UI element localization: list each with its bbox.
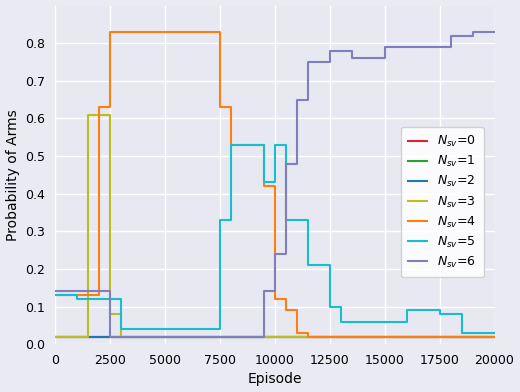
$N_{sv}$=4 <box>293 330 300 335</box>
$N_{sv}$=5 <box>327 304 333 309</box>
$N_{sv}$=3 <box>107 312 113 316</box>
$N_{sv}$=5 <box>382 319 388 324</box>
$N_{sv}$=3 <box>96 113 102 117</box>
$N_{sv}$=5 <box>491 330 498 335</box>
$N_{sv}$=4 <box>261 184 267 189</box>
$N_{sv}$=4 <box>228 142 234 147</box>
$N_{sv}$=4 <box>107 29 113 34</box>
$N_{sv}$=4 <box>271 297 278 301</box>
$N_{sv}$=4 <box>282 308 289 313</box>
$N_{sv}$=4 <box>491 334 498 339</box>
$N_{sv}$=5 <box>404 308 410 313</box>
$N_{sv}$=3 <box>491 334 498 339</box>
$N_{sv}$=5 <box>282 218 289 222</box>
$N_{sv}$=5 <box>228 142 234 147</box>
$N_{sv}$=6 <box>282 161 289 166</box>
$N_{sv}$=6 <box>348 56 355 61</box>
X-axis label: Episode: Episode <box>248 372 302 387</box>
$N_{sv}$=4 <box>74 293 80 298</box>
$N_{sv}$=5 <box>217 218 223 222</box>
$N_{sv}$=4 <box>96 105 102 109</box>
$N_{sv}$=6 <box>491 29 498 34</box>
$N_{sv}$=6 <box>51 289 58 294</box>
$N_{sv}$=6 <box>305 60 311 64</box>
$N_{sv}$=6 <box>74 289 80 294</box>
$N_{sv}$=4 <box>305 334 311 339</box>
$N_{sv}$=6 <box>327 48 333 53</box>
$N_{sv}$=5 <box>74 297 80 301</box>
$N_{sv}$=5 <box>305 263 311 267</box>
$N_{sv}$=6 <box>382 45 388 49</box>
$N_{sv}$=6 <box>293 97 300 102</box>
Legend: $N_{sv}$=0, $N_{sv}$=1, $N_{sv}$=2, $N_{sv}$=3, $N_{sv}$=4, $N_{sv}$=5, $N_{sv}$: $N_{sv}$=0, $N_{sv}$=1, $N_{sv}$=2, $N_{… <box>401 127 484 277</box>
$N_{sv}$=4 <box>151 29 157 34</box>
$N_{sv}$=5 <box>51 293 58 298</box>
$N_{sv}$=3 <box>51 334 58 339</box>
$N_{sv}$=6 <box>250 334 256 339</box>
Y-axis label: Probability of Arms: Probability of Arms <box>6 109 20 241</box>
$N_{sv}$=5 <box>250 142 256 147</box>
$N_{sv}$=4 <box>51 293 58 298</box>
$N_{sv}$=5 <box>261 180 267 185</box>
$N_{sv}$=6 <box>271 252 278 256</box>
$N_{sv}$=5 <box>459 330 465 335</box>
$N_{sv}$=5 <box>436 312 443 316</box>
$N_{sv}$=5 <box>194 327 201 332</box>
$N_{sv}$=4 <box>217 105 223 109</box>
Line: $N_{sv}$=5: $N_{sv}$=5 <box>55 145 495 333</box>
Line: $N_{sv}$=3: $N_{sv}$=3 <box>55 115 495 337</box>
$N_{sv}$=5 <box>337 319 344 324</box>
$N_{sv}$=6 <box>107 334 113 339</box>
$N_{sv}$=3 <box>118 334 124 339</box>
$N_{sv}$=6 <box>425 45 432 49</box>
Line: $N_{sv}$=4: $N_{sv}$=4 <box>55 32 495 337</box>
$N_{sv}$=6 <box>447 33 453 38</box>
$N_{sv}$=5 <box>271 142 278 147</box>
$N_{sv}$=6 <box>261 289 267 294</box>
$N_{sv}$=6 <box>470 29 476 34</box>
Line: $N_{sv}$=6: $N_{sv}$=6 <box>55 32 495 337</box>
$N_{sv}$=5 <box>118 327 124 332</box>
$N_{sv}$=3 <box>85 113 91 117</box>
$N_{sv}$=6 <box>404 45 410 49</box>
